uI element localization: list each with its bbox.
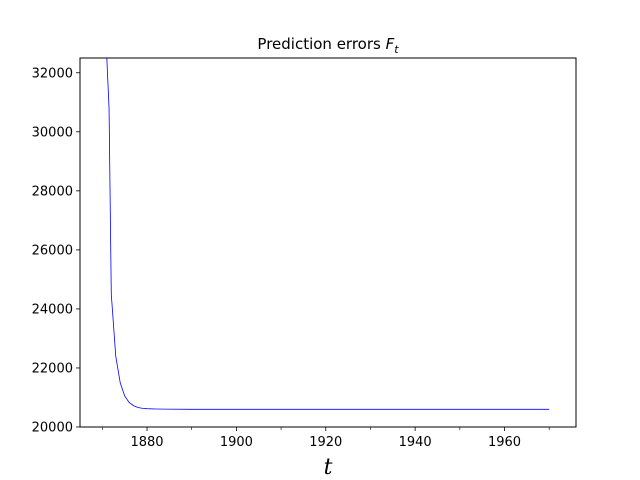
y-axis: 20000 22000 24000 26000 28000 30000 32000 (32, 66, 80, 436)
y-tick-label: 32000 (32, 66, 73, 81)
x-tick-label: 1880 (130, 435, 163, 450)
x-tick-label: 1960 (488, 435, 521, 450)
chart-title-subscript: t (394, 43, 399, 56)
series-layer (106, 57, 550, 410)
x-tick-label: 1940 (399, 435, 432, 450)
y-tick-label: 26000 (32, 243, 73, 258)
x-axis-label: t (324, 455, 333, 480)
y-tick-label: 30000 (32, 125, 73, 140)
chart-title: Prediction errors Ft (257, 35, 399, 56)
y-tick-label: 20000 (32, 421, 73, 436)
x-tick-label: 1900 (220, 435, 253, 450)
x-tick-label: 1920 (309, 435, 342, 450)
y-tick-label: 28000 (32, 184, 73, 199)
y-tick-label: 22000 (32, 361, 73, 376)
plot-frame (79, 57, 577, 428)
chart-title-text: Prediction errors (257, 35, 385, 53)
series-line (106, 57, 550, 410)
chart-title-symbol: F (386, 35, 395, 53)
x-axis: 1880 1900 1920 1940 1960 (102, 427, 550, 450)
y-tick-label: 24000 (32, 302, 73, 317)
